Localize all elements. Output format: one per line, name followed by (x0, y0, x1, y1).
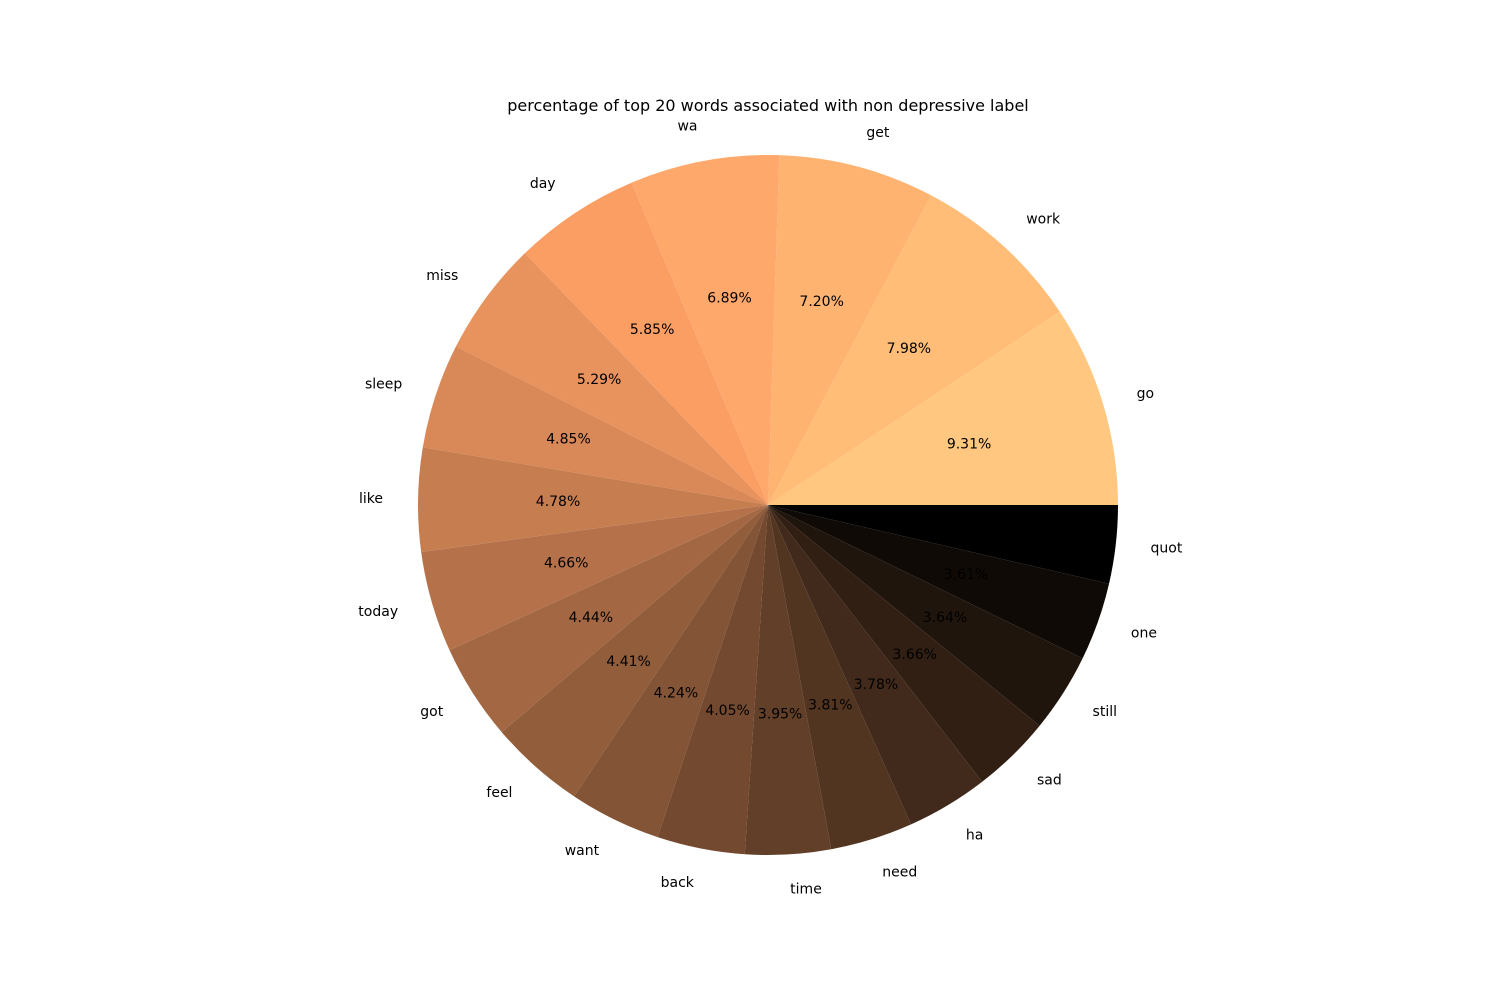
category-label-back: back (661, 875, 695, 891)
percent-label-still: 3.64% (923, 610, 967, 626)
percent-label-today: 4.66% (544, 555, 588, 571)
category-label-sleep: sleep (365, 377, 402, 393)
pie-slice-want (574, 505, 768, 838)
percent-label-ha: 3.78% (854, 677, 898, 693)
percent-label-like: 4.78% (536, 494, 580, 510)
pie-slice-sleep (422, 346, 768, 505)
pie-slice-today (421, 505, 768, 651)
pie-slice-day (524, 182, 768, 506)
percent-label-wa: 6.89% (707, 291, 751, 307)
pie-slice-feel (501, 505, 768, 797)
pie-slice-sad (768, 505, 1040, 782)
category-label-ha: ha (966, 827, 983, 843)
category-label-quot: quot (1151, 541, 1183, 557)
category-label-wa: wa (677, 119, 697, 135)
category-label-got: got (420, 704, 443, 720)
category-label-want: want (565, 843, 600, 859)
percent-label-go: 9.31% (947, 436, 991, 452)
percent-label-need: 3.81% (808, 698, 852, 714)
percent-label-got: 4.44% (569, 610, 613, 626)
pie-slice-get (768, 155, 932, 506)
percent-label-feel: 4.41% (606, 654, 650, 670)
pie-slice-one (768, 505, 1110, 659)
category-label-day: day (530, 176, 556, 192)
percent-label-sleep: 4.85% (546, 431, 590, 447)
pie-slice-quot (768, 505, 1118, 584)
category-label-get: get (866, 125, 890, 141)
pie-slice-back (657, 505, 768, 855)
category-label-miss: miss (426, 268, 458, 284)
pie-slice-work (768, 195, 1060, 505)
pie-slice-need (768, 505, 912, 850)
percent-label-work: 7.98% (887, 341, 931, 357)
pie-slice-like (417, 447, 768, 553)
category-label-sad: sad (1037, 772, 1062, 788)
category-label-today: today (358, 604, 398, 620)
percent-label-get: 7.20% (799, 294, 843, 310)
category-labels: go work get wa day miss sleep like today got feel w… (358, 119, 1183, 898)
percent-label-one: 3.61% (944, 567, 988, 583)
pie-slice-ha (768, 505, 983, 825)
percent-label-back: 4.05% (705, 703, 749, 719)
pie-slice-still (768, 505, 1083, 726)
chart-title: percentage of top 20 words associated wi… (507, 96, 1028, 115)
category-label-still: still (1093, 704, 1117, 720)
pie-slice-got (449, 505, 768, 733)
category-label-go: go (1137, 386, 1154, 402)
percent-label-miss: 5.29% (577, 372, 621, 388)
pie-slice-wa (631, 155, 780, 505)
percent-label-day: 5.85% (630, 322, 674, 338)
percent-label-sad: 3.66% (892, 647, 936, 663)
percent-labels: 9.31% 7.98% 7.20% 6.89% 5.85% 5.29% 4.85% 4.78%… (536, 291, 992, 723)
category-label-feel: feel (486, 785, 512, 801)
pie-slice-time (744, 505, 832, 855)
category-label-like: like (359, 491, 383, 507)
pie-slice-go (768, 311, 1118, 505)
percent-label-time: 3.95% (758, 707, 802, 723)
pie-slice-miss (455, 253, 768, 505)
category-label-one: one (1131, 625, 1157, 641)
category-label-need: need (882, 865, 917, 881)
category-label-time: time (790, 881, 822, 897)
pie-slices (417, 155, 1118, 855)
percent-label-want: 4.24% (654, 686, 698, 702)
category-label-work: work (1026, 211, 1061, 227)
